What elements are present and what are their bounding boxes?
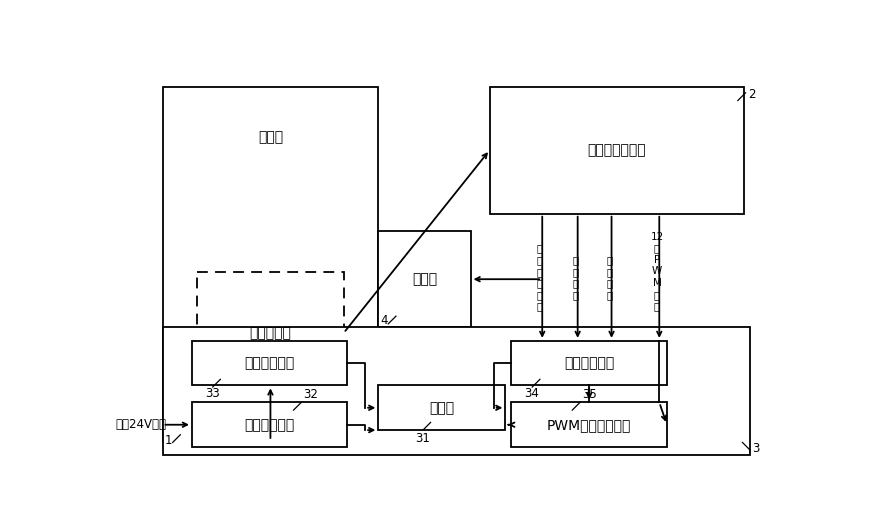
Text: 35: 35 [582,388,597,401]
Text: 示波器: 示波器 [411,272,437,286]
Bar [197,271,343,395]
Text: 模拟采集电路: 模拟采集电路 [564,356,615,370]
Text: 电压转化电路: 电压转化电路 [245,418,295,432]
Bar [192,341,347,385]
Text: 34: 34 [525,387,540,400]
Text: 3: 3 [752,442,760,455]
Bar [378,232,471,327]
Text: 三
相
输
出
电
流: 三 相 输 出 电 流 [537,244,543,312]
Bar [162,327,751,455]
Bar [162,87,378,441]
Text: 计算机: 计算机 [258,130,283,144]
Text: 控制板: 控制板 [429,401,454,415]
Text: 1: 1 [165,434,172,447]
Text: 中
点
电
压: 中 点 电 压 [606,255,612,300]
Bar [511,402,667,447]
Text: 2: 2 [748,88,755,101]
Text: 直流24V电源: 直流24V电源 [116,418,167,431]
Text: 4: 4 [381,314,388,327]
Text: 31: 31 [415,431,430,445]
Text: 实时状态仿真器: 实时状态仿真器 [587,143,646,157]
Text: 12
路
P
W
M
脉
冲: 12 路 P W M 脉 冲 [651,232,664,311]
Text: 直
流
电
压: 直 流 电 压 [572,255,578,300]
Bar [378,385,505,430]
Text: 主回路模型: 主回路模型 [250,326,291,340]
Text: 32: 32 [304,388,319,401]
Text: 33: 33 [205,387,220,400]
Text: PWM电平转换电路: PWM电平转换电路 [547,418,631,432]
Bar [511,341,667,385]
Bar [192,402,347,447]
Bar [490,87,744,214]
Text: 通讯接口电路: 通讯接口电路 [245,356,295,370]
